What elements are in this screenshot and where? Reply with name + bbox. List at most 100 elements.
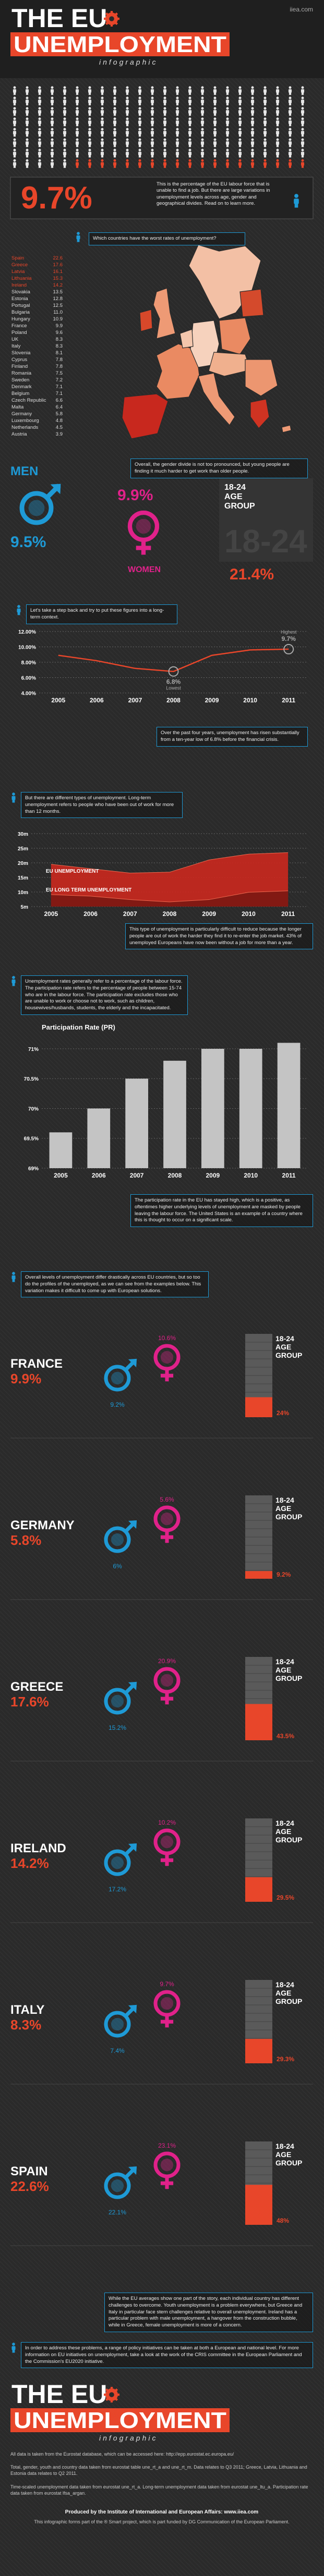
- person-body: [301, 131, 305, 134]
- person-head: [76, 148, 79, 152]
- person-head: [51, 107, 54, 110]
- person-head: [126, 128, 129, 131]
- person-legs: [301, 123, 304, 127]
- person-head: [276, 148, 279, 152]
- person-head: [101, 148, 104, 152]
- person-head: [26, 148, 29, 152]
- person-legs: [63, 134, 66, 137]
- bar: [239, 1048, 262, 1168]
- person-head: [238, 117, 242, 120]
- person-body: [138, 100, 142, 103]
- symbol-core: [111, 1856, 124, 1869]
- country-value: 7.8: [56, 364, 63, 369]
- person-head: [113, 86, 116, 89]
- person-legs: [201, 92, 204, 95]
- person-body: [38, 131, 42, 134]
- person-legs: [176, 113, 179, 116]
- country-value: 7.1: [56, 391, 63, 397]
- person-body: [25, 162, 29, 166]
- person-head: [38, 128, 41, 131]
- person-head: [213, 148, 217, 152]
- person-legs: [38, 134, 41, 137]
- person-body: [175, 89, 179, 93]
- person-head: [213, 117, 217, 120]
- person-legs: [126, 123, 129, 127]
- map-country: [239, 289, 264, 317]
- person-legs: [113, 113, 116, 116]
- person-head: [201, 117, 204, 120]
- person-body: [163, 152, 167, 155]
- person-head: [51, 117, 54, 120]
- y-tick-label: 69%: [28, 1166, 39, 1172]
- person-body: [213, 89, 217, 93]
- women-value: 23.1%: [158, 2142, 176, 2149]
- male-symbol: [104, 1365, 131, 1392]
- person-legs: [226, 92, 229, 95]
- person-body: [250, 141, 255, 145]
- country-name: Estonia: [11, 296, 28, 302]
- site: iiea.com: [290, 6, 313, 13]
- person-body: [238, 162, 242, 166]
- y-tick-label: 25m: [18, 846, 28, 852]
- person-legs: [88, 155, 91, 158]
- y-tick-label: 12.00%: [18, 629, 36, 635]
- person-body: [213, 162, 217, 166]
- youth-bar: [245, 2039, 272, 2063]
- person-head: [88, 148, 91, 152]
- person-legs: [12, 1279, 15, 1282]
- person-body: [113, 110, 117, 114]
- person-legs: [138, 113, 141, 116]
- person-body: [200, 162, 205, 166]
- person-head: [51, 128, 54, 131]
- person-legs: [213, 165, 217, 168]
- person-head: [113, 96, 116, 100]
- person-legs: [289, 103, 292, 106]
- person-head: [276, 107, 279, 110]
- person-legs: [263, 113, 267, 116]
- person-legs: [238, 144, 242, 147]
- person-head: [76, 138, 79, 141]
- person-head: [226, 96, 229, 100]
- country-value: 6.6: [56, 398, 63, 403]
- country-name: Lithuania: [11, 276, 32, 281]
- person-body: [288, 131, 292, 134]
- x-tick-label: 2010: [244, 1172, 258, 1179]
- person-legs: [163, 113, 166, 116]
- person-legs: [201, 113, 204, 116]
- closing-text-1: While the EU averages show one part of t…: [104, 2293, 313, 2333]
- person-legs: [26, 155, 29, 158]
- person-head: [13, 148, 16, 152]
- y-tick-label: 70%: [28, 1106, 39, 1112]
- country-value: 15.3: [53, 276, 63, 281]
- logo-title: THE EU: [11, 2380, 107, 2409]
- person-body: [150, 131, 154, 134]
- person-head: [13, 159, 16, 162]
- person-body: [25, 120, 29, 124]
- women-value: 10.2%: [158, 1819, 176, 1826]
- person-body: [138, 131, 142, 134]
- y-tick-label: 70.5%: [24, 1076, 39, 1082]
- person-legs: [188, 113, 191, 116]
- person-legs: [63, 103, 66, 106]
- person-head: [188, 128, 191, 131]
- youth-bar: [245, 1397, 272, 1417]
- men-value: 9.2%: [110, 1401, 125, 1408]
- person-head: [101, 128, 104, 131]
- country-value: 9.6: [56, 330, 63, 336]
- person-head: [301, 148, 304, 152]
- person-body: [125, 100, 129, 103]
- person-body: [288, 100, 292, 103]
- person-body: [100, 162, 104, 166]
- map-country: [281, 425, 292, 433]
- person-legs: [238, 123, 242, 127]
- intro-stat: 9.7%: [21, 180, 92, 215]
- person-legs: [113, 134, 116, 137]
- person-body: [175, 110, 179, 114]
- person-legs: [201, 103, 204, 106]
- person-legs: [176, 155, 179, 158]
- person-body: [138, 120, 142, 124]
- person-body: [301, 110, 305, 114]
- profile-overall: 17.6%: [10, 1694, 49, 1710]
- intro-box: [10, 177, 314, 219]
